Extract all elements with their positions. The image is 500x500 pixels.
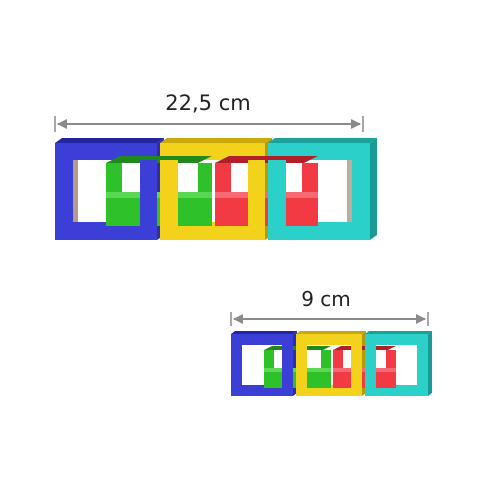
large-yellow-front-bar-right	[248, 160, 265, 240]
small-yellow-front-bar-right	[351, 345, 362, 396]
small-dimension-line	[230, 312, 429, 326]
large-yellow-front-bar-left	[160, 160, 178, 240]
large-red-cross-link	[215, 156, 318, 226]
large-dimension-line	[54, 116, 364, 132]
small-red-cross-link	[333, 346, 396, 388]
small-blue-front-bar	[282, 345, 293, 396]
large-measure-label: 22,5 cm	[165, 91, 250, 115]
large-cyan-front-bar	[268, 160, 286, 240]
small-yellow-front-bar-left	[296, 345, 307, 396]
large-blue-front-bar	[140, 160, 157, 240]
large-green-cross-link	[106, 156, 212, 226]
small-chain: 9 cm	[230, 287, 432, 396]
small-cyan-front-bar	[365, 345, 376, 396]
large-chain: 22,5 cm	[54, 91, 377, 240]
small-measure-label: 9 cm	[301, 287, 351, 311]
